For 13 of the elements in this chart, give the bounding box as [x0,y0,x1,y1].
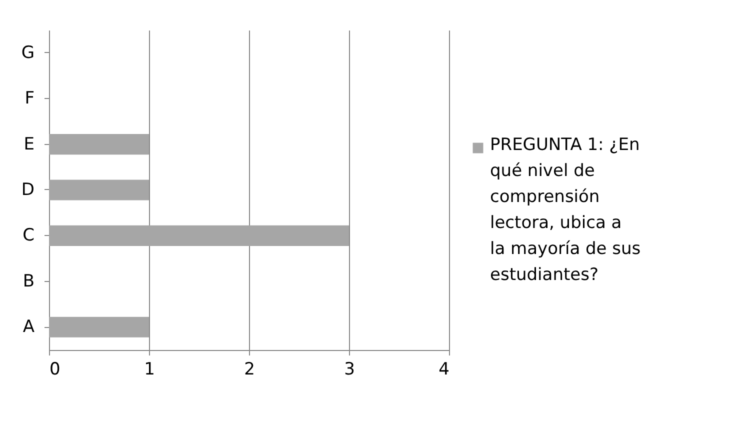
y-tick-label: C [22,226,34,246]
x-tick-label: 1 [144,360,155,380]
y-tick-label: A [22,317,35,338]
x-tick-label: 0 [50,360,60,380]
y-tick-label: F [24,88,34,109]
y-tick-label: G [21,42,34,63]
y-tick-label: D [21,180,34,200]
x-tick-label: 3 [344,360,355,380]
legend-label: PREGUNTA 1: ¿En qué nivel de comprensión lectora, ubica a la mayoría de sus estudiantes? [490,135,641,285]
x-tick-label: 4 [438,360,450,380]
y-tick-label: E [24,134,34,154]
x-tick-label: 2 [244,360,255,380]
y-tick-label: B [22,271,34,292]
